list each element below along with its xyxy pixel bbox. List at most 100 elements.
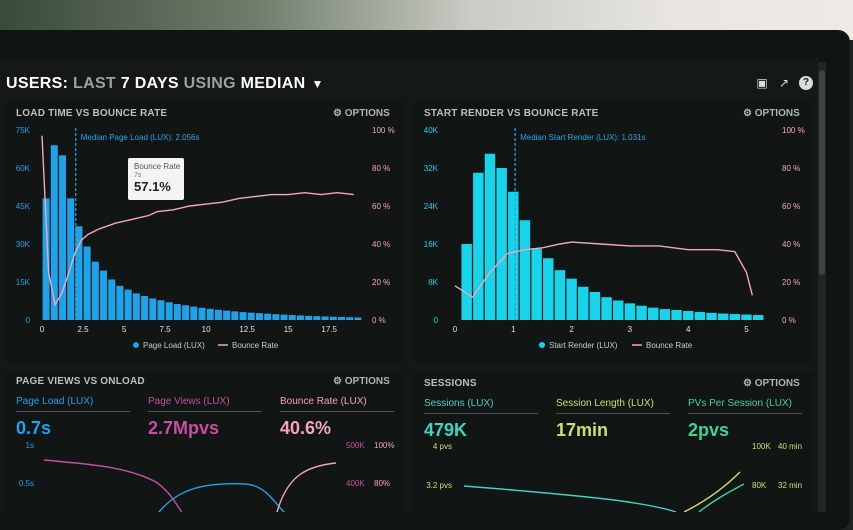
y-tick-label: 0.5s [19,479,34,488]
dashboard-title[interactable]: USERS: LAST 7 DAYS USING MEDIAN ▼ [6,73,324,95]
y-tick-label: 24K [424,202,439,211]
bar [67,198,75,320]
options-button-page-views[interactable]: ⚙ OPTIONS [333,376,390,387]
y2-tick-label: 100 % [782,126,805,135]
legend-label-bounce: Bounce Rate [646,341,693,350]
bar [508,191,519,320]
bar [124,289,132,320]
bar [91,261,99,320]
bar [354,317,362,320]
bar [589,291,601,320]
metric-value: 2pvs [688,420,730,440]
bar [682,310,694,320]
page-load-line [158,482,285,512]
help-icon[interactable]: ? [799,76,813,90]
metric-label: Page Load (LUX) [16,396,94,407]
bar [296,315,304,320]
y-tick-label: 0 [434,316,439,325]
bar [566,278,577,320]
x-tick-label: 0 [40,325,45,334]
y2-tick-label: 60 % [372,202,390,211]
bar [519,220,531,320]
y-tick-label: 30K [16,240,31,249]
x-tick-label: 4 [686,325,691,334]
gear-icon: ⚙ [743,378,752,389]
bounce-rate-line [454,241,753,299]
metric-label: Sessions (LUX) [424,398,494,409]
bounce-rate-line [41,135,354,307]
tooltip-title: Bounce Rate [134,162,181,171]
bar [206,308,214,320]
bar [554,270,566,320]
tooltip-sub: 7s [134,172,142,179]
y-tick-label: 100K [752,442,771,451]
bar [601,297,612,320]
chevron-down-icon[interactable]: ▼ [311,77,324,91]
y2-tick-label: 80 % [372,164,390,173]
chart-start-render: 40K 32K 24K 16K 8K 0 100 % 80 % 60 % 40 % 20 % 0 % M… [424,126,805,350]
y2-tick-label: 60 % [782,202,800,211]
metric-divider [16,411,130,412]
bar [329,316,337,320]
sessions-line [463,485,677,512]
bar [108,279,116,320]
title-median: MEDIAN [240,75,306,92]
options-button-sessions[interactable]: ⚙ OPTIONS [743,378,800,389]
y-tick-label: 100% [374,441,394,450]
y-tick-label: 8K [428,278,438,287]
bar [578,286,589,320]
legend-label-bars: Page Load (LUX) [143,341,205,350]
y2-tick-label: 20 % [372,278,390,287]
bar [321,316,329,320]
bounce-rate-tooltip: Bounce Rate 7s 57.1% [128,158,184,200]
y2-tick-label: 0 % [372,316,386,325]
options-button-load-time[interactable]: ⚙ OPTIONS [333,108,390,119]
y2-tick-label: 0 % [782,316,796,325]
y2-tick-label: 100 % [372,126,395,135]
panel-title-start-render: START RENDER VS BOUNCE RATE [424,108,599,119]
bar [624,303,636,320]
scrollbar-thumb[interactable] [819,70,825,275]
y2-tick-label: 20 % [782,278,800,287]
bar [473,172,484,320]
y-tick-label: 32 min [778,481,802,490]
x-tick-label: 2.5 [77,325,89,334]
bar [116,285,124,320]
bar [313,316,321,320]
x-tick-label: 17.5 [321,325,337,334]
panel-page-views [6,372,404,512]
metric-card: Bounce Rate (LUX) 40.6% [280,396,394,439]
bar [496,168,507,320]
bar [280,314,288,320]
y-tick-label: 1s [26,441,34,450]
x-tick-label: 0 [453,325,458,334]
metric-value: 17min [556,420,609,440]
x-tick-label: 2 [569,325,574,334]
metric-value: 2.7Mpvs [148,418,220,438]
y-tick-label: 16K [424,240,439,249]
bar [149,298,157,320]
metric-card: Page Views (LUX) 2.7Mpvs [148,396,262,439]
share-icon[interactable]: ↗ [778,76,790,90]
bar [531,248,542,320]
monitor-icon[interactable]: ▣ [756,76,768,90]
scrollbar[interactable] [818,62,826,512]
y2-tick-label: 40 % [372,240,390,249]
metric-label: PVs Per Session (LUX) [688,398,792,409]
bar [305,315,313,320]
title-last: LAST [73,75,116,92]
options-button-start-render[interactable]: ⚙ OPTIONS [743,108,800,119]
x-tick-label: 5 [122,325,127,334]
y2-tick-label: 80 % [782,164,800,173]
bounce-rate-line [276,462,337,512]
bar [165,302,173,320]
chart-sessions: 4 pvs 3.2 pvs 100K 80K 40 min 32 min [426,442,802,512]
bar [182,305,190,320]
bar [157,300,165,320]
metric-value: 40.6% [280,418,332,438]
x-tick-label: 5 [744,325,749,334]
bar [42,198,50,320]
bar [671,310,682,320]
gear-icon: ⚙ [333,108,342,119]
metric-divider [280,411,394,412]
